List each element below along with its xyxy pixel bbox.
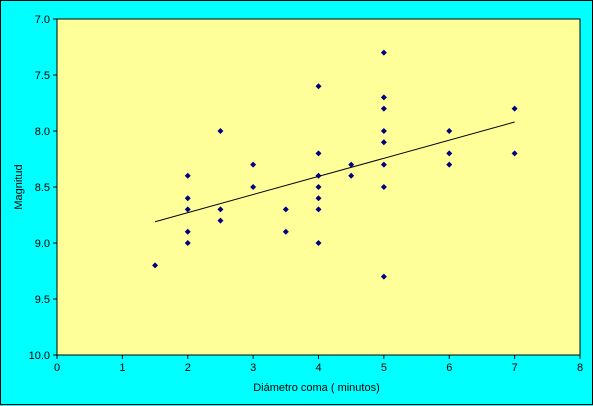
x-tick-label: 7 <box>512 362 518 374</box>
x-tick-label: 6 <box>446 362 452 374</box>
data-point <box>380 184 387 190</box>
data-point <box>511 105 518 112</box>
data-point <box>315 172 322 179</box>
data-point <box>217 217 224 224</box>
data-point <box>184 240 191 246</box>
data-point <box>380 161 387 168</box>
data-point <box>315 184 322 190</box>
y-tick-label: 7.0 <box>35 14 50 26</box>
x-tick-label: 0 <box>54 362 60 374</box>
data-point <box>152 262 159 269</box>
y-tick-label: 9.5 <box>35 294 50 306</box>
data-point <box>380 94 387 101</box>
data-point <box>446 150 453 157</box>
x-axis-title: Diámetro coma ( minutos) <box>253 382 380 394</box>
x-tick-label: 4 <box>315 362 321 374</box>
data-point <box>184 172 191 179</box>
data-point <box>184 228 191 235</box>
data-point <box>446 161 453 168</box>
data-point <box>380 49 387 56</box>
x-tick-label: 1 <box>119 362 125 374</box>
y-tick-label: 10.0 <box>29 350 50 362</box>
y-axis-title: Magnitud <box>13 164 25 209</box>
data-point <box>348 161 355 168</box>
trendline <box>154 121 515 223</box>
y-tick-labels: 7.0 7.5 8.0 8.5 9.0 9.5 10.0 <box>29 14 50 362</box>
data-point <box>184 195 191 202</box>
data-point <box>511 150 518 157</box>
x-tick-label: 5 <box>381 362 387 374</box>
x-tick-label: 8 <box>577 362 583 374</box>
data-point <box>380 128 387 134</box>
data-point <box>315 195 322 202</box>
y-tick-label: 8.5 <box>35 182 50 194</box>
x-tick-label: 2 <box>185 362 191 374</box>
data-point <box>380 105 387 112</box>
x-tick-label: 3 <box>250 362 256 374</box>
data-point <box>315 206 322 213</box>
data-point <box>250 161 257 168</box>
y-tick-label: 8.0 <box>35 126 50 138</box>
data-point <box>446 128 453 134</box>
data-point <box>217 206 224 213</box>
data-point <box>282 228 289 235</box>
data-point <box>250 184 257 190</box>
data-points <box>152 49 518 280</box>
data-point <box>217 128 224 134</box>
data-point <box>282 206 289 213</box>
x-tick-labels: 0 1 2 3 4 5 6 7 8 <box>54 362 583 374</box>
tick-marks <box>53 18 581 359</box>
data-point <box>315 83 322 90</box>
data-point <box>380 139 387 146</box>
data-point <box>184 206 191 213</box>
data-point <box>348 172 355 179</box>
data-point <box>380 273 387 280</box>
y-tick-label: 9.0 <box>35 238 50 250</box>
data-point <box>315 240 322 246</box>
data-point <box>315 150 322 157</box>
y-tick-label: 7.5 <box>35 70 50 82</box>
